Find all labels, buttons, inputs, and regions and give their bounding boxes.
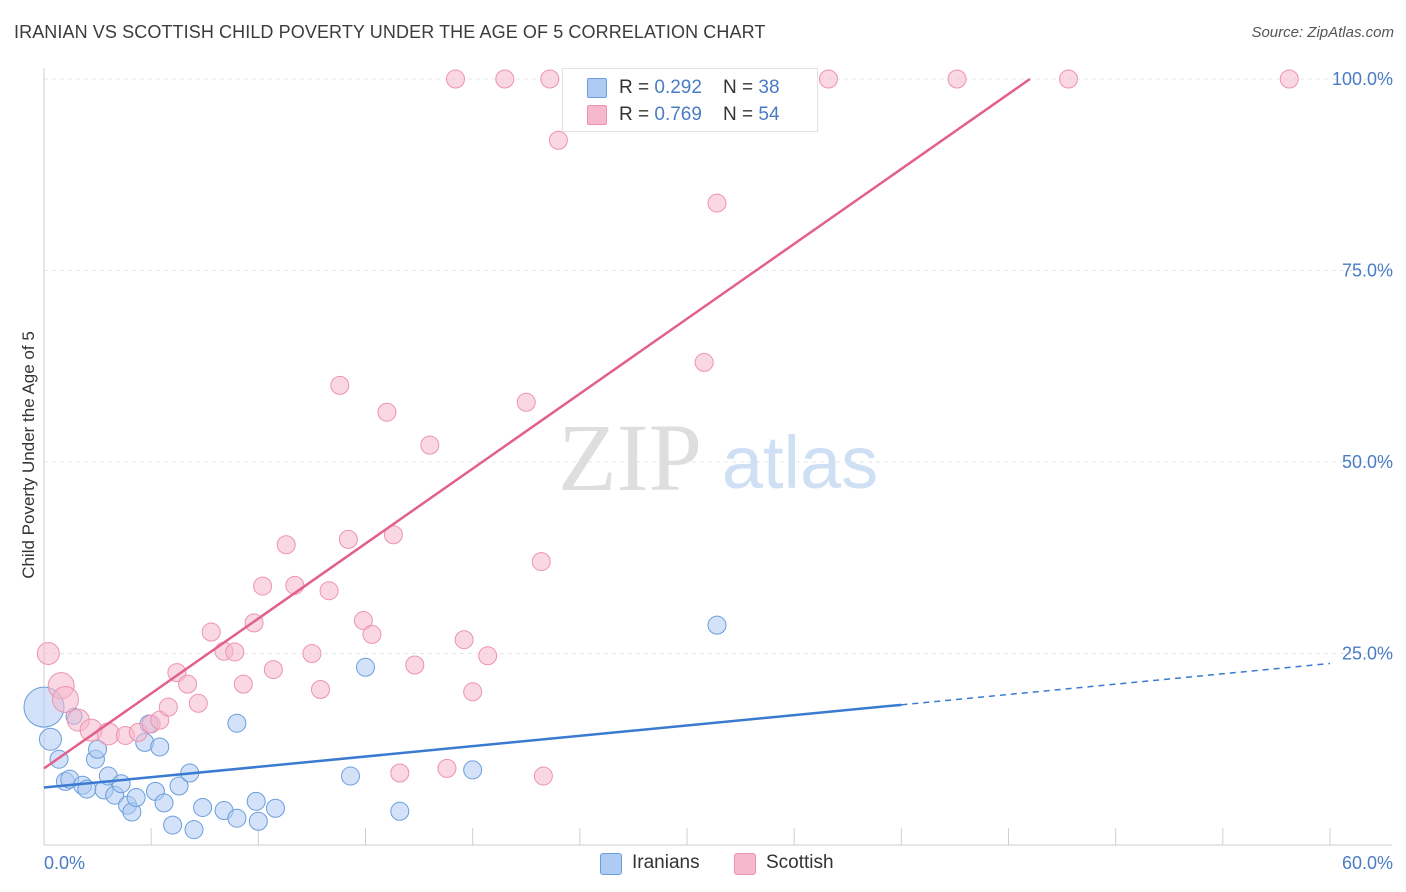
legend-n-label: N = [723, 77, 759, 98]
data-point-iranians [248, 811, 268, 831]
data-point-iranians [463, 760, 483, 780]
x-tick-label: 0.0% [44, 853, 85, 873]
data-point-iranians [193, 797, 213, 817]
data-point-scottish [405, 655, 425, 675]
data-point-scottish [548, 130, 568, 150]
data-point-scottish [495, 69, 515, 89]
source-label: Source: ZipAtlas.com [1251, 24, 1394, 41]
data-point-scottish [383, 525, 403, 545]
data-point-iranians [111, 774, 131, 794]
data-point-scottish [437, 758, 457, 778]
legend-swatch-iranians [600, 853, 622, 875]
data-point-iranians [38, 727, 62, 751]
legend-n-label: N = [723, 104, 759, 125]
data-point-scottish [533, 766, 553, 786]
data-point-iranians [246, 791, 266, 811]
data-point-scottish [463, 682, 483, 702]
data-point-scottish [377, 402, 397, 422]
data-point-iranians [390, 801, 410, 821]
data-point-scottish [233, 674, 253, 694]
data-point-iranians [340, 766, 360, 786]
legend-r-label: R = [619, 104, 655, 125]
data-point-scottish [694, 352, 714, 372]
data-point-iranians [227, 808, 247, 828]
data-point-iranians [227, 713, 247, 733]
data-point-scottish [178, 674, 198, 694]
data-point-iranians [88, 739, 108, 759]
data-point-iranians [356, 657, 375, 677]
trend-line-extension-iranians [901, 662, 1331, 706]
data-point-scottish [818, 69, 838, 89]
data-point-scottish [362, 624, 382, 644]
chart-title: IRANIAN VS SCOTTISH CHILD POVERTY UNDER … [14, 22, 766, 42]
legend-swatch-scottish [587, 105, 607, 125]
data-point-scottish [253, 576, 273, 596]
legend-r-value: 0.292 [654, 77, 702, 98]
y-tick-label: 75.0% [1342, 261, 1393, 281]
data-point-scottish [225, 642, 245, 662]
data-point-scottish [263, 660, 283, 680]
data-point-scottish [1279, 69, 1299, 89]
data-point-iranians [150, 737, 170, 757]
data-point-scottish [1059, 69, 1079, 89]
data-point-scottish [353, 611, 373, 631]
data-point-iranians [163, 815, 183, 835]
data-point-iranians [169, 776, 189, 796]
legend-swatch-scottish [734, 853, 756, 875]
legend-label-iranians: Iranians [632, 852, 700, 873]
watermark-zip: ZIP [558, 404, 702, 511]
data-point-scottish [158, 697, 178, 717]
legend-label-scottish: Scottish [766, 852, 834, 873]
data-point-iranians [265, 798, 285, 818]
data-point-scottish [516, 392, 536, 412]
tick-labels: 25.0% 50.0% 75.0% 100.0% 0.0% 60.0% [44, 69, 1393, 873]
data-point-scottish [540, 69, 560, 89]
data-point-iranians [184, 820, 204, 840]
y-tick-label: 25.0% [1342, 644, 1393, 664]
data-point-scottish [36, 642, 60, 665]
data-point-iranians [154, 793, 174, 813]
data-point-iranians [126, 788, 146, 808]
data-point-scottish [478, 646, 498, 666]
data-point-scottish [454, 630, 474, 650]
data-point-scottish [302, 644, 322, 663]
data-point-scottish [390, 763, 410, 783]
correlation-legend: R = 0.292 N = 38 R = 0.769 N = 54 [562, 68, 818, 132]
y-tick-label: 50.0% [1342, 452, 1393, 472]
legend-r-label: R = [619, 77, 655, 98]
legend-n-value: 54 [758, 104, 780, 125]
data-point-scottish [330, 375, 350, 395]
data-point-scottish [446, 69, 466, 89]
y-tick-label: 100.0% [1332, 69, 1393, 89]
legend-swatch-iranians [587, 78, 607, 98]
data-point-scottish [51, 685, 79, 713]
legend-r-value: 0.769 [654, 104, 702, 125]
data-point-scottish [319, 581, 339, 601]
data-point-scottish [96, 722, 120, 746]
data-point-scottish [338, 529, 358, 549]
watermark-atlas: atlas [722, 421, 878, 504]
data-point-scottish [310, 680, 330, 700]
data-point-scottish [420, 435, 440, 455]
grid-lines [44, 78, 1392, 654]
watermark: ZIP atlas [558, 404, 878, 511]
data-point-scottish [201, 622, 221, 642]
axes [43, 68, 1392, 846]
data-point-scottish [188, 693, 208, 713]
data-point-iranians [707, 615, 727, 635]
trend-lines [43, 77, 1331, 789]
legend-n-value: 38 [758, 77, 780, 98]
trend-line-scottish [43, 77, 1031, 770]
data-point-scottish [947, 69, 967, 89]
x-tick-label: 60.0% [1342, 853, 1393, 873]
trend-line-iranians [43, 703, 902, 789]
data-point-scottish [276, 535, 296, 555]
y-axis-label: Child Poverty Under the Age of 5 [19, 331, 38, 579]
data-point-scottish [707, 193, 727, 213]
data-point-scottish [531, 552, 551, 572]
